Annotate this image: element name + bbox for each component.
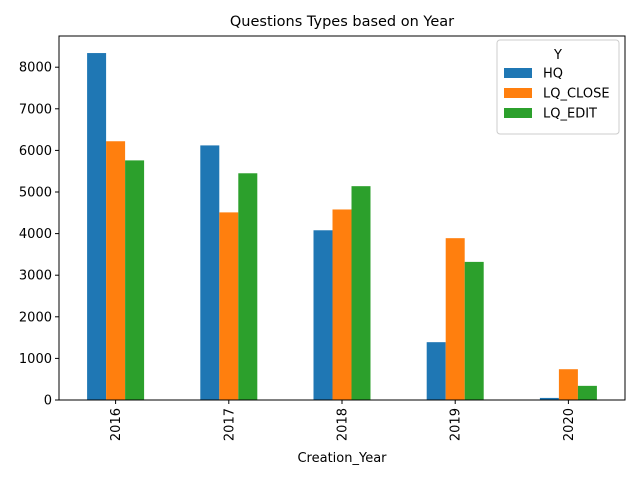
bar-lq-close-2019 bbox=[445, 238, 465, 400]
x-tick-label: 2019 bbox=[449, 408, 464, 441]
bar-hq-2020 bbox=[539, 397, 559, 400]
legend-swatch-lq-edit bbox=[504, 108, 532, 118]
bar-lq-close-2017 bbox=[219, 212, 239, 400]
bar-hq-2019 bbox=[426, 342, 446, 400]
bar-lq-close-2020 bbox=[558, 369, 578, 400]
bar-lq-edit-2017 bbox=[238, 173, 258, 400]
x-tick-label: 2018 bbox=[336, 408, 351, 441]
y-axis-ticks: 0 1000 2000 3000 4000 5000 6000 7000 8000 bbox=[19, 61, 59, 409]
bar-hq-2016 bbox=[87, 53, 107, 400]
bars bbox=[87, 53, 597, 401]
y-tick-label: 0 bbox=[44, 394, 52, 409]
y-tick-label: 7000 bbox=[19, 102, 52, 117]
x-axis-label: Creation_Year bbox=[297, 451, 387, 466]
legend: Y HQ LQ_CLOSE LQ_EDIT bbox=[496, 39, 620, 135]
bar-lq-close-2016 bbox=[106, 141, 126, 401]
x-tick-label: 2020 bbox=[562, 408, 577, 441]
y-tick-label: 6000 bbox=[19, 144, 52, 159]
bar-lq-edit-2020 bbox=[577, 385, 597, 400]
y-tick-label: 4000 bbox=[19, 227, 52, 242]
x-axis-ticks: 2016 2017 2018 2019 2020 bbox=[109, 400, 577, 441]
legend-label-lq-edit: LQ_EDIT bbox=[543, 107, 597, 122]
x-tick-label: 2016 bbox=[109, 408, 124, 441]
bar-lq-close-2018 bbox=[332, 209, 352, 400]
bar-lq-edit-2016 bbox=[125, 160, 145, 400]
bar-lq-edit-2018 bbox=[351, 186, 371, 400]
y-tick-label: 3000 bbox=[19, 269, 52, 284]
legend-label-hq: HQ bbox=[543, 67, 563, 82]
y-tick-label: 1000 bbox=[19, 352, 52, 367]
y-tick-label: 8000 bbox=[19, 61, 52, 76]
y-tick-label: 5000 bbox=[19, 186, 52, 201]
bar-lq-edit-2019 bbox=[464, 261, 484, 400]
legend-swatch-lq-close bbox=[504, 88, 532, 98]
bar-hq-2018 bbox=[313, 230, 333, 400]
x-tick-label: 2017 bbox=[222, 408, 237, 441]
y-tick-label: 2000 bbox=[19, 310, 52, 325]
legend-title: Y bbox=[553, 48, 562, 63]
legend-label-lq-close: LQ_CLOSE bbox=[543, 87, 610, 102]
legend-items: HQ LQ_CLOSE LQ_EDIT bbox=[504, 67, 610, 122]
chart-title: Questions Types based on Year bbox=[230, 14, 454, 30]
legend-swatch-hq bbox=[504, 68, 532, 78]
bar-hq-2017 bbox=[200, 145, 220, 400]
